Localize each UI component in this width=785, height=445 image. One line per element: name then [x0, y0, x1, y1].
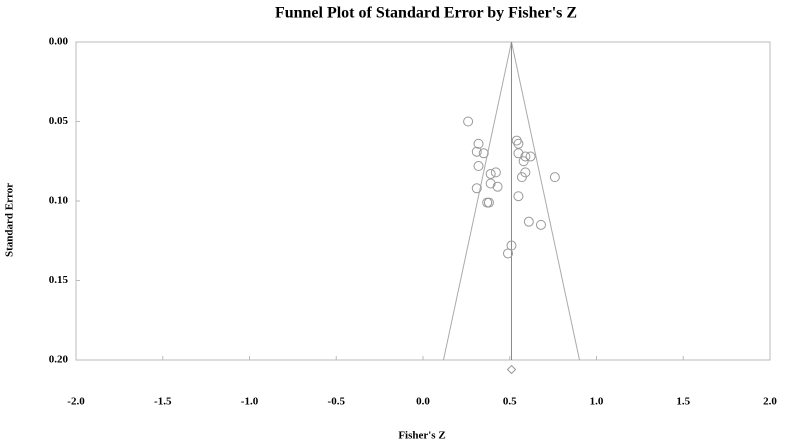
funnel-line	[510, 41, 580, 361]
combined-effect	[506, 364, 517, 375]
x-tick-label: 0.0	[416, 396, 430, 408]
y-tick-label: 0.05	[49, 115, 69, 127]
study-point	[549, 172, 560, 183]
x-tick-label: 1.5	[676, 396, 690, 408]
x-tick-label: 1.0	[590, 396, 604, 408]
study-point	[492, 181, 503, 192]
study-point	[485, 168, 496, 179]
study-point	[516, 172, 527, 183]
study-point	[482, 197, 493, 208]
study-point	[525, 151, 536, 162]
x-tick-label: 2.0	[763, 396, 777, 408]
y-tick-label: 0.20	[49, 354, 69, 366]
study-point	[471, 146, 482, 157]
study-point	[511, 135, 522, 146]
x-tick-label: -2.0	[67, 396, 85, 408]
study-point	[513, 138, 524, 149]
study-point	[523, 216, 534, 227]
study-point	[471, 183, 482, 194]
y-tick-label: 0.10	[49, 195, 69, 207]
study-point	[478, 148, 489, 159]
study-point	[490, 167, 501, 178]
study-point	[503, 248, 514, 259]
x-tick-label: -0.5	[328, 396, 346, 408]
plot-area	[75, 41, 771, 361]
study-point	[535, 219, 546, 230]
x-axis-label: Fisher's Z	[398, 430, 445, 442]
study-point	[513, 191, 524, 202]
study-point	[473, 138, 484, 149]
x-tick-label: -1.5	[154, 396, 172, 408]
x-tick-label: 0.5	[503, 396, 517, 408]
study-point	[473, 161, 484, 172]
y-axis-label: Standard Error	[4, 183, 16, 257]
study-point	[520, 151, 531, 162]
y-tick-label: 0.15	[49, 274, 69, 286]
chart-title: Funnel Plot of Standard Error by Fisher'…	[275, 5, 577, 22]
study-point	[513, 148, 524, 159]
study-point	[518, 156, 529, 167]
x-tick-label: -1.0	[241, 396, 259, 408]
study-point	[463, 116, 474, 127]
funnel-line	[442, 41, 512, 361]
study-point	[485, 178, 496, 189]
y-tick-label: 0.00	[49, 36, 69, 48]
